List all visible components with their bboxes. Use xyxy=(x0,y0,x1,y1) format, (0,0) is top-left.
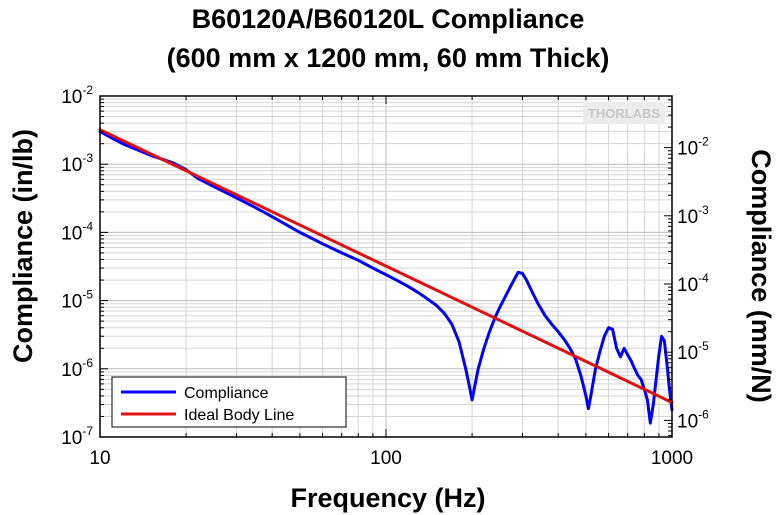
y-tick-label: 10-7 xyxy=(61,424,93,449)
x-axis-label: Frequency (Hz) xyxy=(290,483,485,513)
y-tick-label: 10-6 xyxy=(61,356,93,381)
y2-tick-label: 10-4 xyxy=(677,271,709,296)
legend-entries: Compliance Ideal Body Line xyxy=(121,385,294,424)
y-tick-label: 10-4 xyxy=(61,219,93,244)
y2-tick-label: 10-3 xyxy=(677,203,709,228)
y2-tick-label: 10-5 xyxy=(677,339,709,364)
y2-axis-label: Compliance (mm/N) xyxy=(746,149,776,403)
y2-tick-label: 10-6 xyxy=(677,407,709,432)
legend-label: Ideal Body Line xyxy=(184,407,294,424)
x-tick-label: 1000 xyxy=(651,448,693,469)
y-tick-label: 10-3 xyxy=(61,151,93,176)
logo-text: THORLABS xyxy=(588,106,661,121)
y-tick-label: 10-2 xyxy=(61,83,93,108)
legend-label: Compliance xyxy=(184,385,269,402)
x-tick-label: 100 xyxy=(370,448,402,469)
y2-tick-label: 10-2 xyxy=(677,135,709,160)
logo-background xyxy=(583,102,665,124)
chart-title: B60120A/B60120L Compliance (600 mm x 120… xyxy=(167,4,610,73)
y-axis-label: Compliance (in/lb) xyxy=(8,129,38,363)
chart-title-line-1: B60120A/B60120L Compliance xyxy=(192,4,585,34)
legend: Compliance Ideal Body Line xyxy=(111,376,347,428)
series-layer xyxy=(98,128,674,425)
series-line-compliance xyxy=(98,130,674,425)
axis-ticks xyxy=(99,95,673,438)
series-line-ideal-body-line xyxy=(98,128,674,404)
grid xyxy=(100,96,672,437)
legend-box xyxy=(111,376,347,428)
logo: THORLABS xyxy=(583,102,665,124)
x-tick-label: 10 xyxy=(89,448,110,469)
y-tick-label: 10-5 xyxy=(61,288,93,313)
chart-title-line-2: (600 mm x 1200 mm, 60 mm Thick) xyxy=(167,43,610,73)
tick-labels: 10 100 1000 10-2 10-3 10-4 10-5 10-6 10-7 10-2 10-… xyxy=(61,83,709,469)
